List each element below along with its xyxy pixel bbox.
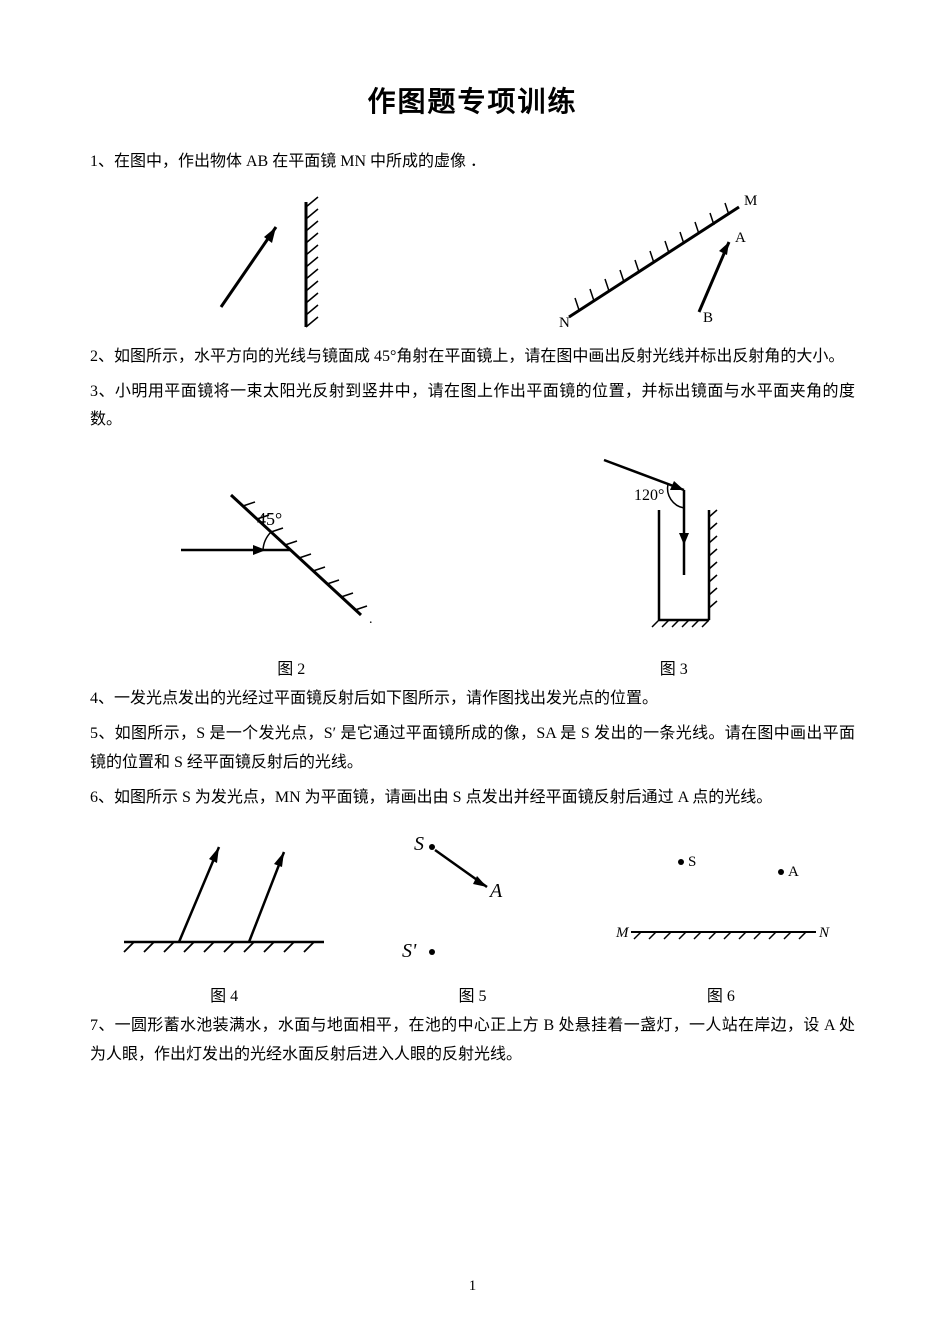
- figure-6: S A M: [597, 822, 845, 1006]
- question-6: 6、如图所示 S 为发光点，MN 为平面镜，请画出由 S 点发出并经平面镜反射后…: [90, 784, 855, 813]
- figure-2: 45° . 图 2: [161, 455, 421, 679]
- question-5: 5、如图所示，S 是一个发光点，S′ 是它通过平面镜所成的像，SA 是 S 发出…: [90, 720, 855, 778]
- label-A: A: [735, 230, 746, 246]
- question-2: 2、如图所示，水平方向的光线与镜面成 45°角射在平面镜上，请在图中画出反射光线…: [90, 343, 855, 372]
- svg-text:.: .: [369, 612, 373, 627]
- caption-fig2: 图 2: [277, 655, 305, 679]
- question-1: 1、在图中，作出物体 AB 在平面镜 MN 中所成的虚像 ．: [90, 148, 855, 177]
- angle-120: 120°: [634, 487, 664, 504]
- label-B: B: [703, 310, 713, 326]
- angle-45: 45°: [257, 509, 282, 529]
- label-A6: A: [788, 864, 799, 880]
- figure-4: 图 4: [100, 822, 348, 1006]
- label-S6: S: [688, 854, 696, 870]
- caption-fig6: 图 6: [707, 982, 735, 1006]
- figure-row-2: 45° . 图 2 120°: [90, 445, 855, 679]
- label-N6: N: [818, 925, 830, 941]
- page-container: 作图题专项训练 1、在图中，作出物体 AB 在平面镜 MN 中所成的虚像 ．: [0, 0, 945, 1335]
- label-Sp5: S': [402, 940, 417, 962]
- label-A5: A: [488, 880, 503, 902]
- page-number: 1: [0, 1278, 945, 1295]
- figure-1b: M N A B: [519, 187, 779, 337]
- caption-fig4: 图 4: [210, 982, 238, 1006]
- label-N: N: [559, 315, 570, 331]
- label-S5: S: [414, 833, 424, 855]
- caption-fig3: 图 3: [660, 655, 688, 679]
- figure-1a: [166, 187, 366, 337]
- figure-5: S A S' 图 5: [348, 822, 596, 1006]
- question-3: 3、小明用平面镜将一束太阳光反射到竖井中，请在图上作出平面镜的位置，并标出镜面与…: [90, 378, 855, 436]
- question-7: 7、一圆形蓄水池装满水，水面与地面相平，在池的中心正上方 B 处悬挂着一盏灯，一…: [90, 1012, 855, 1070]
- question-4: 4、一发光点发出的光经过平面镜反射后如下图所示，请作图找出发光点的位置。: [90, 685, 855, 714]
- label-M6: M: [615, 925, 630, 941]
- figure-row-3: 图 4 S A S' 图 5 S A: [90, 822, 855, 1006]
- label-M: M: [744, 193, 757, 209]
- figure-row-1: M N A B: [90, 187, 855, 337]
- caption-fig5: 图 5: [458, 982, 486, 1006]
- figure-3: 120°: [564, 445, 784, 679]
- page-title: 作图题专项训练: [90, 80, 855, 120]
